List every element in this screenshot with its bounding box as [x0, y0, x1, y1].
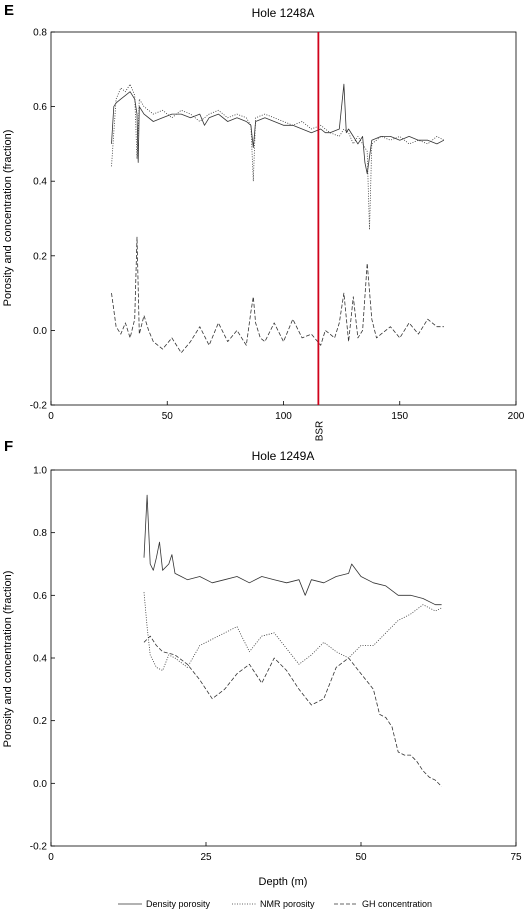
panel-f-x-tick-label: 50	[355, 852, 367, 863]
panel-e-x-tick-label: 50	[162, 411, 174, 422]
bsr-label: BSR	[314, 421, 325, 442]
panel-f-y-tick-label: -0.2	[30, 842, 48, 853]
panel-f-series-nmr-porosity	[143, 592, 442, 671]
panel-e-x-tick-label: 100	[275, 411, 292, 422]
panel-f-x-tick-label: 0	[48, 852, 54, 863]
panel-f-frame	[50, 469, 517, 847]
panel-e-plot-area: -0.2 0.0 0.2 0.4 0.6 0.8 0 50 100 150 200 BSR	[30, 28, 525, 442]
panel-f-x-tick-label: 25	[200, 852, 212, 863]
panel-f-x-axis-label: Depth (m)	[259, 876, 308, 888]
panel-e-y-tick-label: 0.6	[33, 102, 47, 113]
panel-f: F Hole 1249A Porosity and concentration …	[2, 438, 522, 888]
panel-f-x-tick-label: 75	[510, 852, 522, 863]
panel-f-letter: F	[4, 438, 13, 455]
panel-e-x-tick-label: 150	[391, 411, 408, 422]
panel-e-y-tick-label: 0.0	[33, 326, 47, 337]
legend: Density porosity NMR porosity GH concent…	[118, 899, 432, 909]
legend-label-density: Density porosity	[146, 899, 211, 909]
legend-item-density: Density porosity	[118, 899, 211, 909]
legend-label-nmr: NMR porosity	[260, 899, 315, 909]
panel-e-y-tick-label: 0.8	[33, 28, 47, 39]
panel-f-y-axis-label: Porosity and concentration (fraction)	[2, 571, 14, 748]
panel-f-y-tick-label: 0.8	[33, 528, 47, 539]
panel-f-y-tick-label: 0.6	[33, 591, 47, 602]
panel-e-title: Hole 1248A	[252, 6, 315, 20]
legend-item-gh: GH concentration	[334, 899, 432, 909]
panel-e-frame	[50, 31, 517, 406]
panel-f-title: Hole 1249A	[252, 449, 315, 463]
panel-f-y-tick-label: 1.0	[33, 466, 47, 477]
panel-e: E Hole 1248A Porosity and concentration …	[2, 2, 525, 441]
panel-f-series-density-porosity	[143, 494, 442, 606]
panel-e-series-density-porosity	[111, 83, 445, 175]
panel-e-series-gh-concentration	[111, 236, 444, 354]
legend-item-nmr: NMR porosity	[232, 899, 315, 909]
panel-e-y-axis-label: Porosity and concentration (fraction)	[2, 130, 14, 307]
legend-label-gh: GH concentration	[362, 899, 432, 909]
panel-f-series-gh-concentration	[143, 635, 442, 787]
panel-e-x-tick-label: 200	[508, 411, 525, 422]
panel-f-plot-area: -0.2 0.0 0.2 0.4 0.6 0.8 1.0 0 25 50 75	[30, 466, 522, 864]
panel-e-x-tick-label: 0	[48, 411, 54, 422]
panel-e-letter: E	[4, 2, 14, 19]
panel-f-y-tick-label: 0.4	[33, 654, 47, 665]
panel-f-y-tick-label: 0.0	[33, 779, 47, 790]
panel-f-y-tick-label: 0.2	[33, 716, 47, 727]
panel-e-series-nmr-porosity	[111, 83, 445, 231]
panel-e-y-tick-label: -0.2	[30, 401, 48, 412]
panel-e-y-tick-label: 0.4	[33, 177, 47, 188]
panel-e-y-tick-label: 0.2	[33, 251, 47, 262]
